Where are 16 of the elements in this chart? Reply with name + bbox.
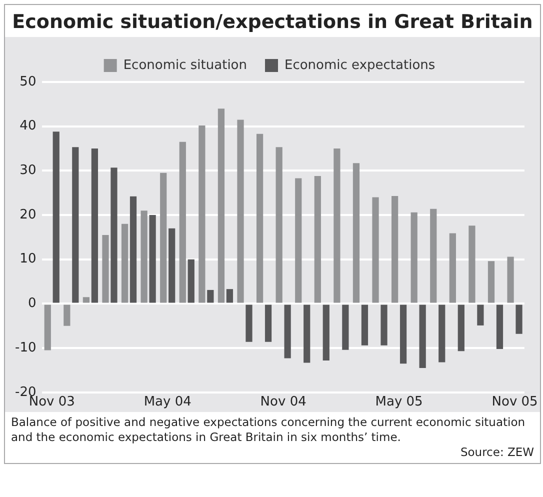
legend-label: Economic situation — [123, 58, 247, 73]
y-tick-label: 0 — [28, 296, 36, 312]
y-tick-label: 10 — [20, 252, 36, 267]
legend-label: Economic expectations — [284, 58, 436, 73]
y-tick-label: 40 — [20, 118, 36, 134]
x-tick-label: May 04 — [144, 394, 192, 410]
y-tick-label: 20 — [20, 207, 36, 222]
x-tick-label: May 05 — [375, 394, 423, 410]
y-tick-label: 30 — [20, 163, 36, 178]
y-tick-label: -10 — [15, 340, 36, 356]
x-tick-label: Nov 04 — [260, 394, 306, 410]
x-tick-label: Nov 05 — [492, 394, 538, 410]
chart-title: Economic situation/expectations in Great Britain — [11, 10, 534, 35]
source-note: Source: ZEW — [459, 445, 534, 460]
y-tick-label: 50 — [20, 74, 36, 90]
text: Balance of positive and negative expectations concerning the current economic situation and the economic expectations in Great Britain in six months’ time. — [11, 415, 526, 445]
